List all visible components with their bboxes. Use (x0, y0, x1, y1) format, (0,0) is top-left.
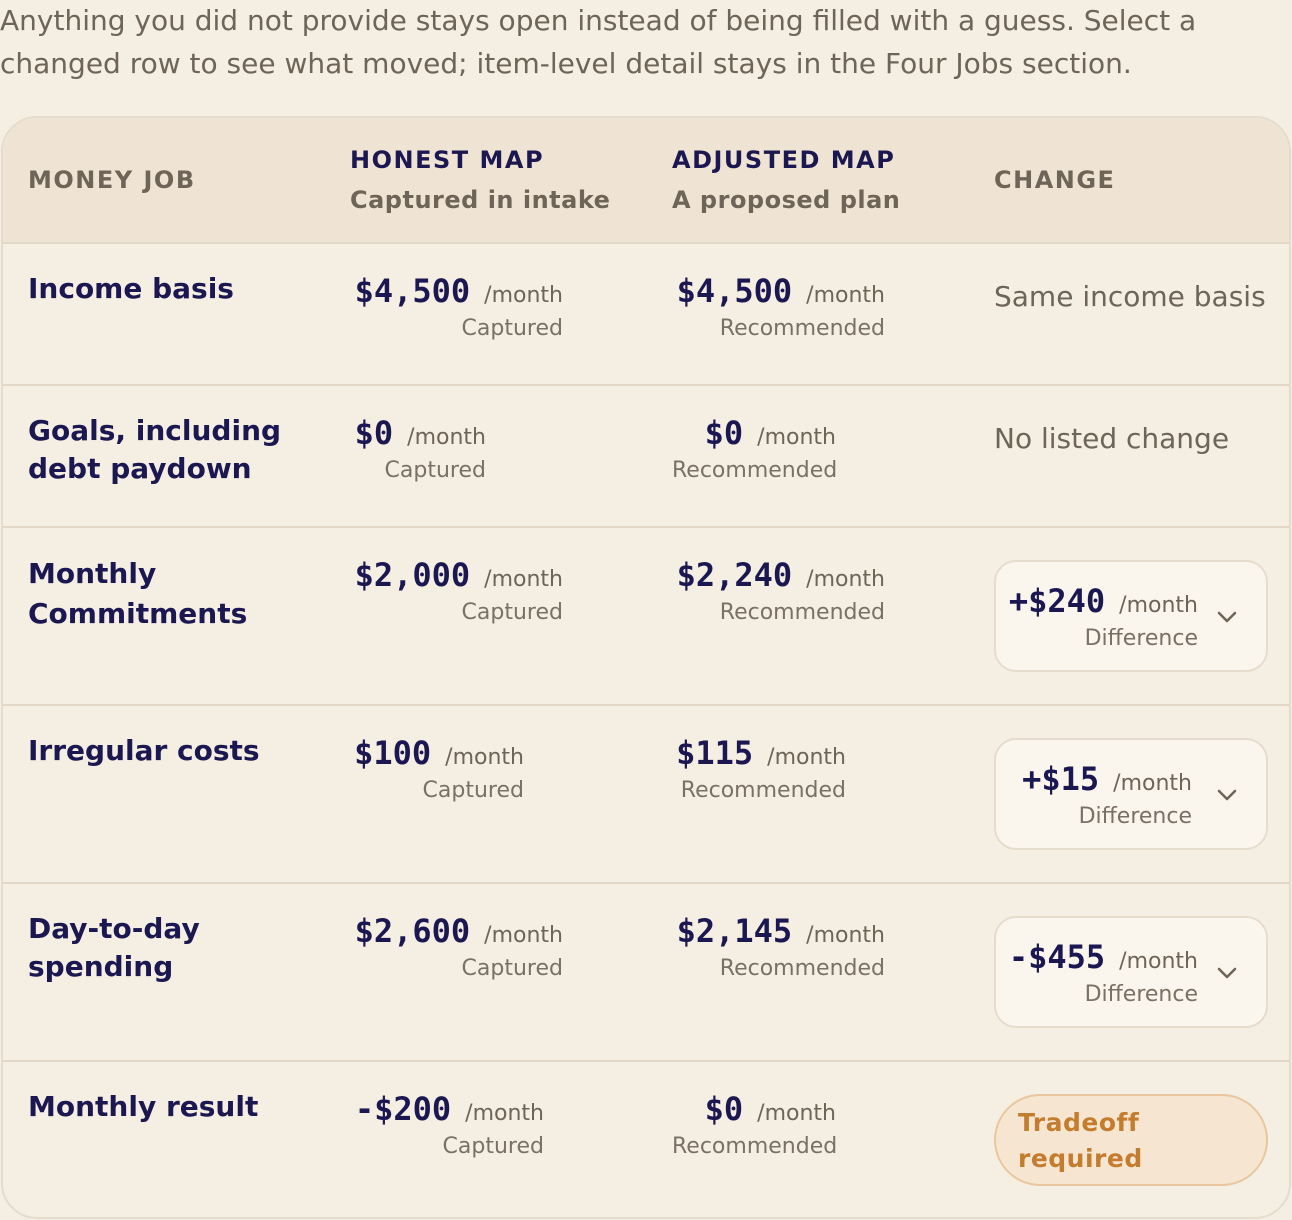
table-row: Income basis $4,500/month Captured $4,50… (3, 244, 1289, 386)
row-job-label: Monthly result (28, 1090, 259, 1123)
recommended-label: Recommended (680, 778, 846, 803)
captured-label: Captured (442, 1134, 544, 1159)
adjusted-amount: $2,145 (676, 912, 793, 950)
adjusted-amount: $0 (704, 1090, 744, 1128)
recommended-label: Recommended (719, 956, 885, 981)
row-job-label: Goals, including debt paydown (28, 414, 282, 485)
header-change: CHANGE (994, 166, 1116, 194)
change-toggle-button[interactable]: -$455/month Difference (994, 916, 1268, 1028)
difference-value: -$455/month Difference (1004, 938, 1198, 1007)
change-toggle-button[interactable]: +$15/month Difference (994, 738, 1268, 850)
adjusted-value: $4,500/month Recommended (672, 272, 885, 341)
chevron-down-icon (1217, 611, 1237, 623)
per-month: /month (806, 283, 885, 308)
change-note: No listed change (994, 422, 1230, 455)
honest-amount: $100 (354, 734, 432, 772)
honest-amount: $4,500 (354, 272, 471, 310)
captured-label: Captured (461, 316, 563, 341)
adjusted-amount: $4,500 (676, 272, 793, 310)
header-adjusted-sub: A proposed plan (672, 186, 901, 214)
intro-line-2: changed row to see what moved; item-leve… (0, 47, 1132, 80)
tradeoff-badge: Tradeoff required (994, 1094, 1268, 1186)
per-month: /month (757, 425, 836, 450)
honest-value: $100/month Captured (350, 734, 524, 803)
per-month: /month (407, 425, 486, 450)
row-job-label: Day-to-day spending (28, 912, 200, 983)
honest-value: $4,500/month Captured (350, 272, 563, 341)
honest-value: $2,000/month Captured (350, 556, 563, 625)
intro-text: Anything you did not provide stays open … (0, 0, 1292, 86)
adjusted-amount: $0 (704, 414, 744, 452)
captured-label: Captured (461, 600, 563, 625)
honest-amount: $0 (354, 414, 394, 452)
honest-value: -$200/month Captured (350, 1090, 544, 1159)
per-month: /month (445, 745, 524, 770)
header-adjusted-map: ADJUSTED MAP A proposed plan (672, 146, 900, 214)
difference-amount: +$15 (1022, 760, 1100, 798)
table-row: Monthly result -$200/month Captured $0/m… (3, 1062, 1289, 1217)
per-month: /month (806, 567, 885, 592)
table-row: Day-to-day spending $2,600/month Capture… (3, 884, 1289, 1062)
chevron-down-icon (1217, 789, 1237, 801)
per-month: /month (1119, 593, 1198, 618)
difference-value: +$240/month Difference (1004, 582, 1198, 651)
change-note: Same income basis (994, 280, 1266, 313)
honest-value: $0/month Captured (350, 414, 486, 483)
honest-amount: -$200 (354, 1090, 452, 1128)
difference-value: +$15/month Difference (1004, 760, 1192, 829)
table-row: Monthly Commitments $2,000/month Capture… (3, 528, 1289, 706)
per-month: /month (757, 1101, 836, 1126)
adjusted-amount: $115 (676, 734, 754, 772)
chevron-down-icon (1217, 967, 1237, 979)
per-month: /month (484, 567, 563, 592)
header-honest-title: HONEST MAP (350, 146, 545, 174)
change-toggle-button[interactable]: +$240/month Difference (994, 560, 1268, 672)
adjusted-amount: $2,240 (676, 556, 793, 594)
difference-label: Difference (1084, 626, 1198, 651)
captured-label: Captured (422, 778, 524, 803)
row-job-label: Income basis (28, 272, 234, 305)
difference-label: Difference (1078, 804, 1192, 829)
adjusted-value: $2,240/month Recommended (672, 556, 885, 625)
per-month: /month (484, 283, 563, 308)
captured-label: Captured (384, 458, 486, 483)
recommended-label: Recommended (719, 316, 885, 341)
recommended-label: Recommended (719, 600, 885, 625)
difference-amount: +$240 (1008, 582, 1106, 620)
per-month: /month (1119, 949, 1198, 974)
captured-label: Captured (461, 956, 563, 981)
recommended-label: Recommended (672, 1134, 838, 1159)
per-month: /month (806, 923, 885, 948)
table-header: MONEY JOB HONEST MAP Captured in intake … (3, 118, 1289, 244)
header-honest-map: HONEST MAP Captured in intake (350, 146, 610, 214)
intro-line-1: Anything you did not provide stays open … (0, 4, 1197, 37)
per-month: /month (1113, 771, 1192, 796)
difference-label: Difference (1084, 982, 1198, 1007)
adjusted-value: $0/month Recommended (672, 414, 838, 483)
difference-amount: -$455 (1008, 938, 1106, 976)
honest-amount: $2,600 (354, 912, 471, 950)
row-job-label: Irregular costs (28, 734, 260, 767)
per-month: /month (465, 1101, 544, 1126)
adjusted-value: $115/month Recommended (672, 734, 846, 803)
honest-amount: $2,000 (354, 556, 471, 594)
header-adjusted-title: ADJUSTED MAP (672, 146, 896, 174)
header-honest-sub: Captured in intake (350, 186, 611, 214)
table-row: Goals, including debt paydown $0/month C… (3, 386, 1289, 528)
comparison-table: MONEY JOB HONEST MAP Captured in intake … (1, 116, 1291, 1219)
recommended-label: Recommended (672, 458, 838, 483)
honest-value: $2,600/month Captured (350, 912, 563, 981)
table-row: Irregular costs $100/month Captured $115… (3, 706, 1289, 884)
adjusted-value: $2,145/month Recommended (672, 912, 885, 981)
per-month: /month (767, 745, 846, 770)
row-job-label: Monthly Commitments (28, 557, 248, 630)
adjusted-value: $0/month Recommended (672, 1090, 838, 1159)
header-money-job: MONEY JOB (28, 166, 196, 194)
per-month: /month (484, 923, 563, 948)
